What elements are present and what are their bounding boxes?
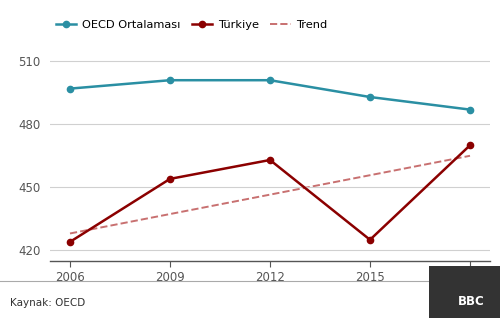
Legend: OECD Ortalaması, Türkiye, Trend: OECD Ortalaması, Türkiye, Trend [56, 20, 328, 30]
Text: BBC: BBC [458, 295, 485, 308]
Text: Kaynak: OECD: Kaynak: OECD [10, 299, 85, 308]
